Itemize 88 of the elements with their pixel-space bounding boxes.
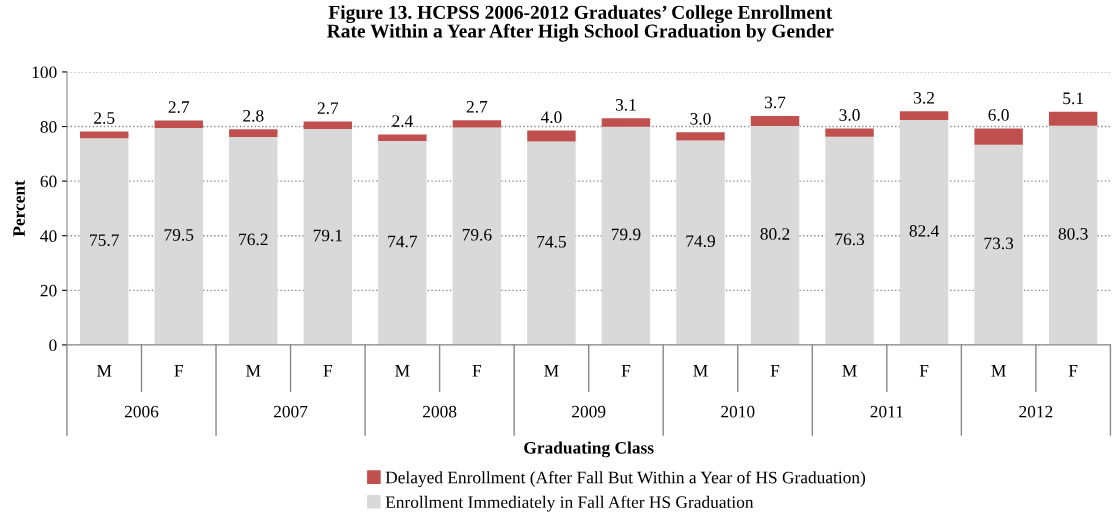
- legend-label: Delayed Enrollment (After Fall But Within a Year of HS Graduation): [385, 471, 866, 487]
- data-label: 79.5: [164, 229, 194, 241]
- bar: [750, 115, 800, 126]
- y-tick-label: 100: [32, 66, 57, 79]
- data-label: 75.7: [90, 234, 119, 247]
- x-tick-label: M: [991, 365, 1006, 377]
- data-label: 3.1: [615, 99, 636, 111]
- bar: [452, 127, 502, 345]
- data-label: 3.7: [765, 96, 786, 109]
- data-label: 6.0: [988, 109, 1009, 121]
- data-label: 3.2: [914, 91, 934, 104]
- x-tick-label: F: [621, 365, 631, 377]
- data-label: 76.3: [835, 233, 865, 246]
- text: 2008: [423, 405, 457, 418]
- data-label: 73.3: [984, 237, 1014, 250]
- text: 2010: [721, 405, 755, 418]
- x-tick-label: F: [1068, 365, 1078, 377]
- data-label: 76.2: [239, 233, 268, 246]
- data-label: 4.0: [540, 111, 562, 124]
- bar: [527, 141, 576, 345]
- data-label: 2.8: [243, 109, 264, 122]
- bar: [1048, 125, 1098, 345]
- bar: [1048, 111, 1098, 126]
- x-tick-label: F: [919, 365, 929, 377]
- bar: [303, 128, 353, 345]
- x-tick-label: F: [472, 365, 482, 377]
- x-tick-label: M: [246, 365, 261, 377]
- x-tick-label: M: [842, 365, 857, 377]
- bar: [676, 132, 725, 141]
- bar: [601, 118, 651, 127]
- data-label: 2.7: [168, 101, 190, 113]
- x-tick-label: M: [544, 365, 559, 377]
- x-tick-label: F: [770, 365, 780, 377]
- bar: [676, 140, 725, 345]
- bar: [825, 136, 874, 345]
- bar: [750, 125, 800, 345]
- bar: [974, 128, 1023, 145]
- bar: [80, 138, 129, 345]
- bar: [229, 136, 278, 345]
- bar: [303, 121, 353, 129]
- bar: [527, 130, 576, 142]
- x-axis-title: Graduating Class: [524, 441, 654, 458]
- data-label: 74.7: [388, 235, 418, 248]
- text: 2012: [1019, 405, 1053, 418]
- data-label: 5.1: [1063, 92, 1083, 105]
- bar: [378, 134, 427, 141]
- x-tick-label: M: [693, 365, 708, 377]
- bar: [899, 111, 949, 120]
- bar: [452, 120, 502, 128]
- x-tick-label: M: [97, 365, 112, 377]
- x-tick-label: F: [323, 365, 333, 377]
- text: 2009: [572, 405, 606, 418]
- data-label: 74.5: [537, 235, 566, 248]
- data-label: 80.3: [1058, 227, 1088, 240]
- bar: [378, 140, 427, 345]
- data-label: 82.4: [909, 225, 940, 237]
- text: 2011: [870, 405, 903, 418]
- data-label: 79.1: [313, 229, 342, 242]
- data-label: 80.2: [760, 228, 790, 240]
- data-label: 2.5: [94, 112, 115, 124]
- x-tick-label: M: [395, 365, 410, 377]
- data-label: 79.9: [611, 228, 641, 241]
- x-tick-label: F: [174, 365, 183, 377]
- data-label: 2.7: [317, 102, 339, 115]
- data-label: 3.0: [690, 112, 711, 125]
- bar: [80, 131, 129, 139]
- y-tick-label: 20: [40, 284, 57, 297]
- y-tick-label: 80: [40, 121, 57, 133]
- bar: [229, 129, 278, 137]
- text: 2007: [273, 405, 308, 418]
- y-tick-label: 60: [40, 175, 57, 188]
- data-label: 74.9: [686, 235, 715, 248]
- y-axis-title: Percent: [13, 180, 25, 237]
- y-tick-label: 40: [40, 230, 57, 242]
- bar: [154, 120, 203, 128]
- text: 2006: [124, 405, 159, 418]
- chart-title: Figure 13. HCPSS 2006-2012 Graduates’ College Enrollment Rate Within a Year After High School Graduation by Gender: [327, 5, 834, 42]
- y-tick-label: 0: [49, 339, 57, 352]
- legend-label: Enrollment Immediately in Fall After HS Graduation: [385, 495, 754, 512]
- bar: [899, 119, 949, 345]
- bar: [974, 144, 1023, 345]
- bar: [154, 127, 203, 345]
- bar: [601, 126, 651, 345]
- data-label: 2.7: [466, 100, 488, 113]
- data-label: 79.6: [462, 228, 492, 241]
- bar: [825, 128, 874, 137]
- data-label: 3.0: [839, 109, 860, 121]
- data-label: 2.4: [392, 115, 413, 127]
